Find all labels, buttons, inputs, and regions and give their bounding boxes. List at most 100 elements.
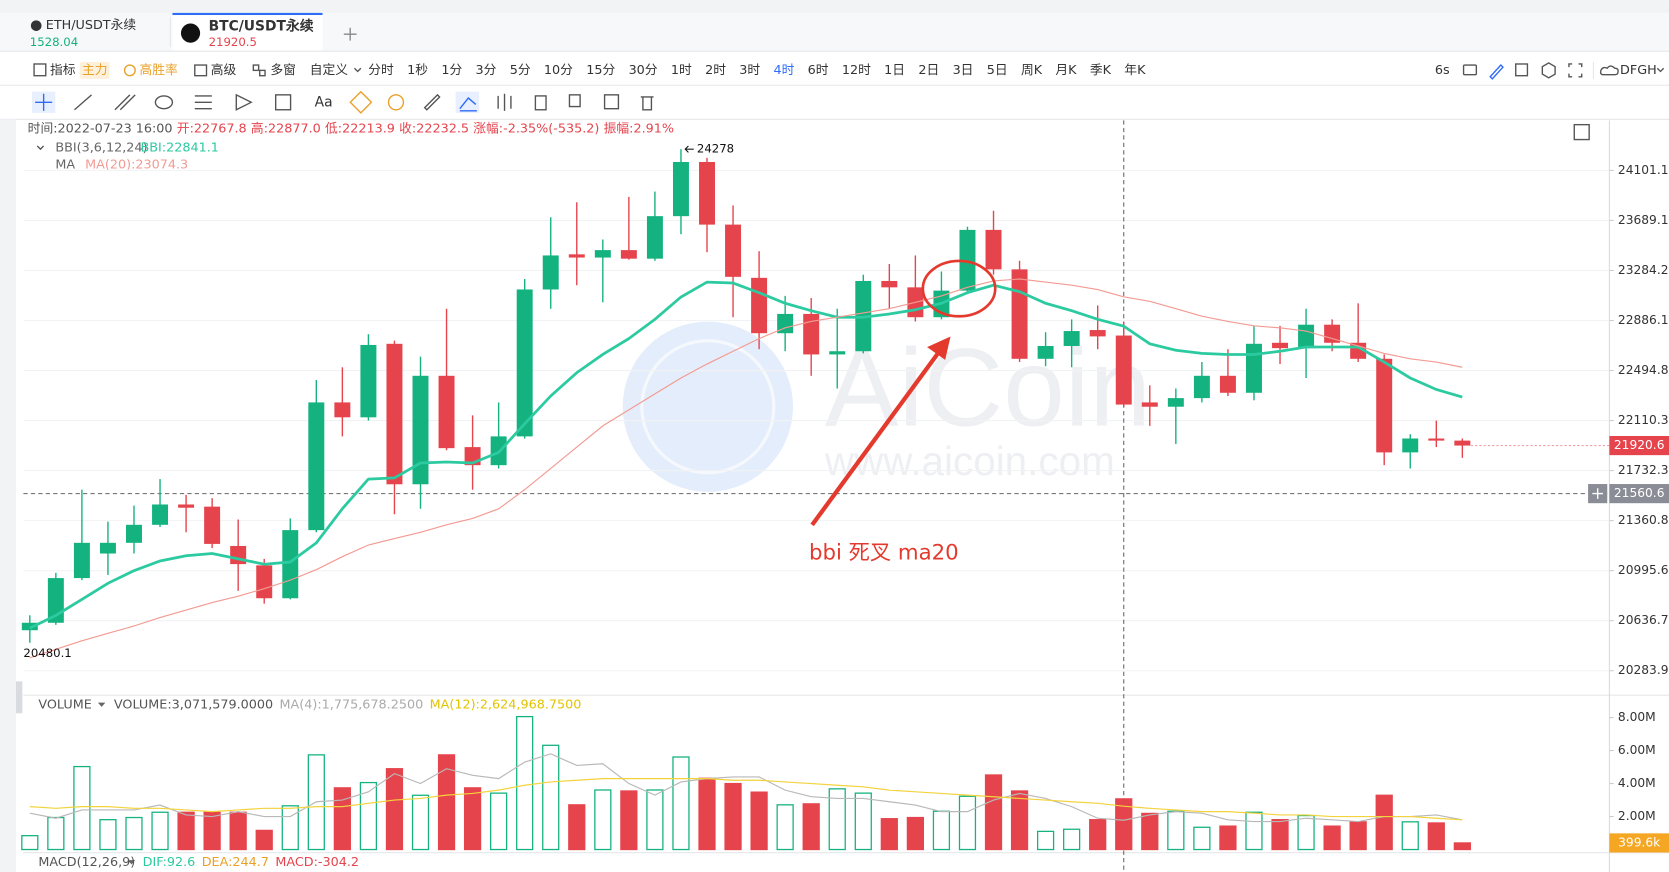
interval-button[interactable]: 3日 [953,63,974,78]
volume-bar [880,818,898,851]
interval-button[interactable]: 1分 [441,63,462,78]
last-volume-tag [1609,833,1669,853]
tool-icon[interactable] [349,90,373,114]
candle-body [152,504,169,525]
interval-button[interactable]: 1秒 [407,63,428,78]
interval-button[interactable]: 1时 [671,63,692,78]
crosshair-tool[interactable] [35,93,53,111]
max-arrowhead [684,145,689,153]
window-icon[interactable] [1515,63,1529,77]
collapse-handle[interactable] [15,681,23,714]
interval-button[interactable]: 年K [1124,63,1146,78]
delete-tool[interactable] [640,96,654,111]
candle-body [1037,345,1054,359]
volume-bar [906,816,924,851]
template-tool[interactable] [603,94,620,110]
parallel-tool[interactable] [114,94,136,111]
interval-button[interactable]: 3分 [476,63,497,78]
interval-button[interactable]: 分时 [368,63,394,78]
expand-icon[interactable] [1573,123,1590,141]
interval-button[interactable]: 2日 [918,63,939,78]
interval-button[interactable]: 2时 [705,63,726,78]
interval-button[interactable]: 15分 [586,63,615,78]
indicator-value: BBI:22841.1 [141,141,219,156]
candle-body [412,375,429,485]
annotation-circle [921,259,997,318]
indicator-name: BBI(3,6,12,24) [55,141,147,156]
text-tool[interactable]: Aa [315,94,333,110]
candle-body [542,255,559,290]
interval-button[interactable]: 周K [1021,63,1043,78]
tab-symbol: BTC/USDT永续 [209,18,314,35]
measure-tool[interactable] [274,94,292,111]
volume-bar [1193,826,1211,851]
pattern-tool[interactable] [235,93,253,111]
lock-tool[interactable] [534,95,547,111]
toolbar-button[interactable]: 指标 [50,63,76,78]
volume-legend: MA(12):2,624,968.7500 [430,697,582,712]
candle-body [1454,440,1471,446]
toolbar-button[interactable]: 多窗 [270,63,296,78]
interval-button[interactable]: 月K [1055,63,1077,78]
info-item: 高:22877.0 [251,120,321,136]
annotation-text: bbi 死叉 ma20 [809,541,959,566]
copy-tool[interactable] [568,94,581,108]
volume-bar [932,810,951,851]
y-tick-label: 20636.7 [1618,613,1669,627]
candle-body [646,216,663,259]
volume-bar [151,811,169,851]
interval-button[interactable]: 12时 [842,63,871,78]
toolbar-button[interactable]: 自定义 [310,63,349,78]
volume-bar [1036,830,1055,851]
fib-tool[interactable] [194,95,212,110]
toolbar-button[interactable]: 高胜率 [139,62,178,78]
candle-body [126,524,142,543]
y-tick-label: 6.00M [1618,743,1656,757]
interval-button[interactable]: 季K [1090,63,1112,78]
last-volume-label: 399.6k [1618,835,1661,849]
dropdown-icon[interactable] [127,860,136,865]
candle-body [803,313,820,355]
candle-body [1011,269,1028,359]
fullscreen-icon[interactable] [1568,63,1583,78]
new-tab-button[interactable] [343,27,357,41]
camera-icon[interactable] [1462,64,1478,76]
candle-body [256,565,273,599]
refresh-rate[interactable]: 6s [1435,63,1450,78]
interval-button[interactable]: 1日 [884,63,905,78]
volume-bar [1089,819,1107,851]
user-name[interactable]: DFGH [1620,63,1657,78]
interval-button[interactable]: 5日 [987,63,1008,78]
volume-bar [229,811,247,851]
tab[interactable]: BTC/USDT永续 21920.5 [180,18,314,49]
candle-tool[interactable] [497,93,512,111]
candle-body [1219,375,1236,393]
volume-bar [1323,825,1341,851]
settings-icon[interactable] [1541,62,1556,79]
volume-bar [99,819,117,851]
max-label: 24278 [697,142,734,156]
volume-bar [1167,810,1185,851]
interval-button[interactable]: 4时 [773,63,794,78]
interval-button[interactable]: 10分 [544,63,573,78]
interval-button[interactable]: 6时 [808,63,829,78]
dropdown-icon[interactable] [97,702,106,707]
interval-button[interactable]: 3时 [739,63,760,78]
volume-bar [281,805,299,851]
toolbar-button[interactable]: 高级 [211,62,237,78]
pencil-icon[interactable] [1489,64,1504,80]
interval-button[interactable]: 5分 [510,63,531,78]
interval-button[interactable]: 30分 [629,63,658,78]
line-tool[interactable] [74,94,92,111]
tab[interactable]: ETH/USDT永续 1528.04 [30,18,137,49]
ruler-tool[interactable] [423,93,441,111]
candle-body [178,504,195,508]
tool-icon[interactable] [387,94,405,111]
volume-bar [411,794,430,851]
toolbar-button[interactable]: 主力 [82,63,108,78]
chevron [1656,67,1665,73]
magnet-tool[interactable] [459,97,477,112]
shape-tool[interactable] [154,95,174,110]
candle-body [594,250,611,258]
